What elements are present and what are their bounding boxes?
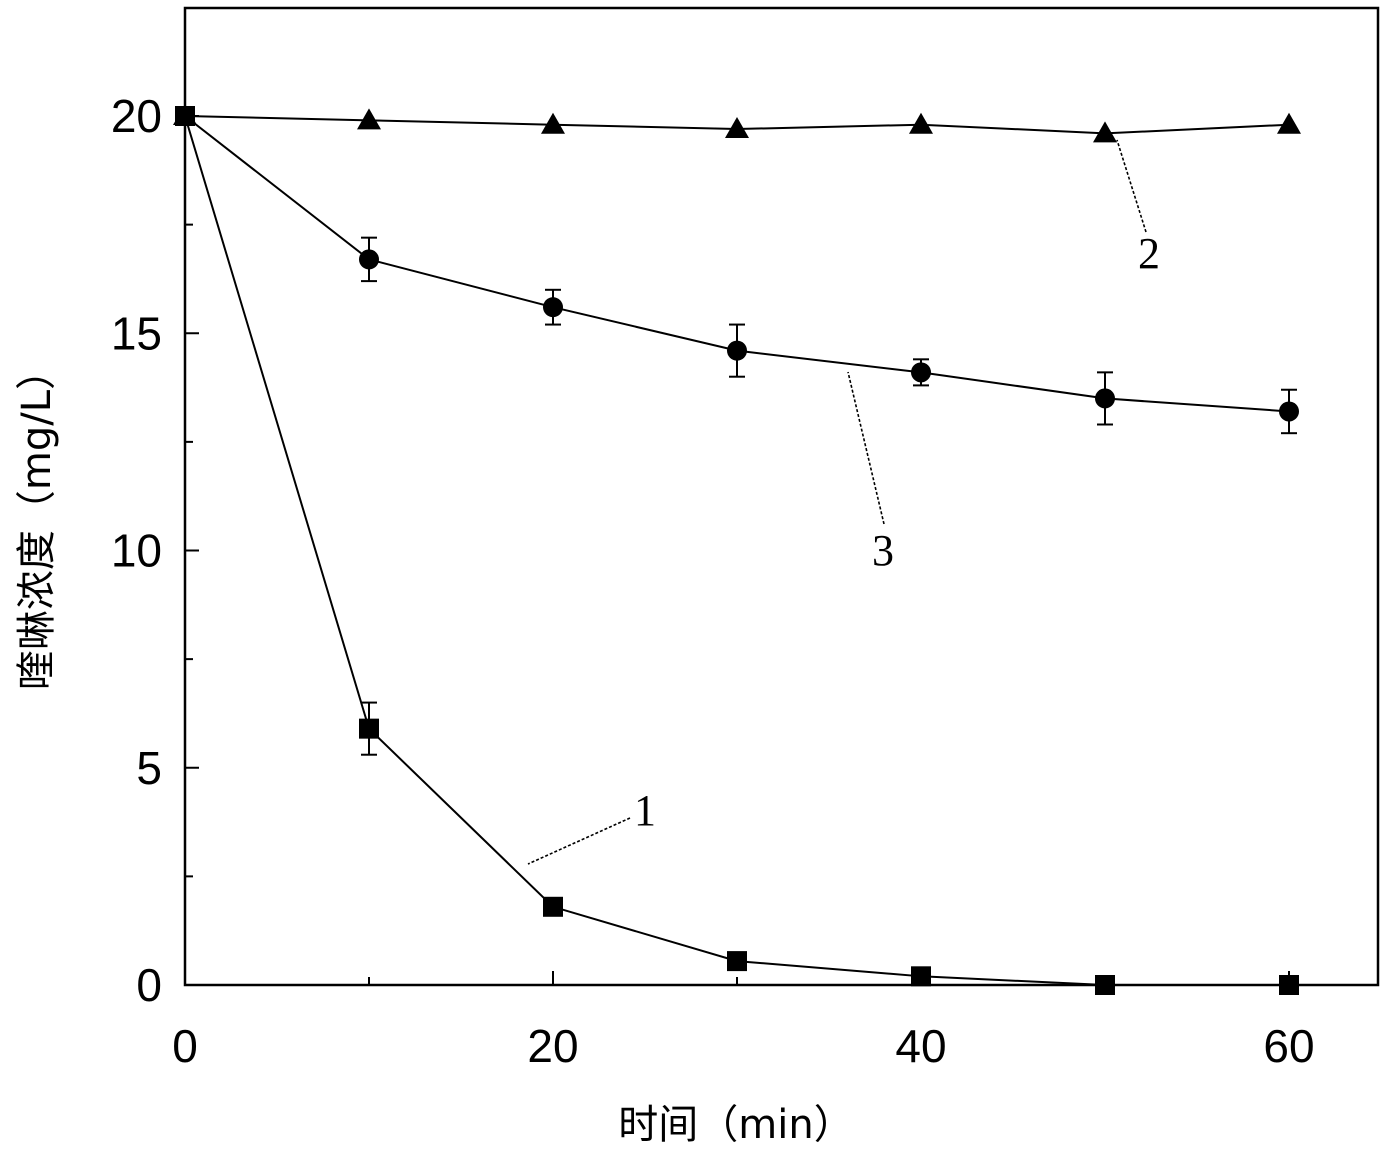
plot-area — [173, 104, 1301, 995]
x-tick-label: 60 — [1263, 1020, 1314, 1072]
series-1-point — [911, 966, 931, 987]
x-tick-label: 40 — [895, 1020, 946, 1072]
series-1-line — [184, 115, 1289, 986]
series-label-2: 2 — [1138, 229, 1160, 278]
series-3-point — [543, 297, 563, 318]
axes — [183, 6, 1380, 987]
series-2-point — [725, 117, 749, 139]
series-1-point — [1279, 975, 1299, 995]
x-tick-label: 0 — [172, 1020, 198, 1072]
series-3-point — [1095, 388, 1115, 409]
tick-labels: 0 20 40 60 0 5 10 15 20 — [111, 90, 1315, 1072]
y-tick-label: 10 — [111, 525, 162, 577]
series-3-point — [1279, 401, 1299, 422]
x-tick-label: 20 — [527, 1020, 578, 1072]
series-2-leader — [1116, 139, 1147, 233]
series-3-point — [175, 106, 195, 126]
y-tick-label: 5 — [136, 742, 162, 794]
y-tick-label: 15 — [111, 307, 162, 359]
y-tick-label: 0 — [136, 959, 162, 1011]
series-2-point — [1093, 121, 1117, 143]
series-1-point — [1095, 975, 1115, 995]
series-3-point — [359, 249, 379, 270]
series-label-1: 1 — [634, 786, 656, 835]
series-3-point — [911, 362, 931, 383]
series-1-point — [359, 718, 379, 739]
series-3-leader — [847, 371, 885, 525]
series-3-point — [727, 340, 747, 361]
x-axis-title: 时间（min） — [618, 1102, 853, 1148]
series-2-point — [357, 108, 381, 130]
series-2-point — [541, 112, 565, 134]
series-1-point — [727, 951, 747, 972]
series-2-point — [909, 112, 933, 134]
plot-frame — [183, 6, 1380, 987]
y-tick-label: 20 — [111, 90, 162, 142]
y-axis-title: 喹啉浓度（mg/L） — [14, 350, 60, 690]
series-label-3: 3 — [872, 526, 894, 575]
series-1-point — [543, 896, 563, 917]
series-2-point — [1277, 112, 1301, 134]
series-leaders — [527, 139, 1147, 865]
series-1-leader — [527, 817, 631, 865]
